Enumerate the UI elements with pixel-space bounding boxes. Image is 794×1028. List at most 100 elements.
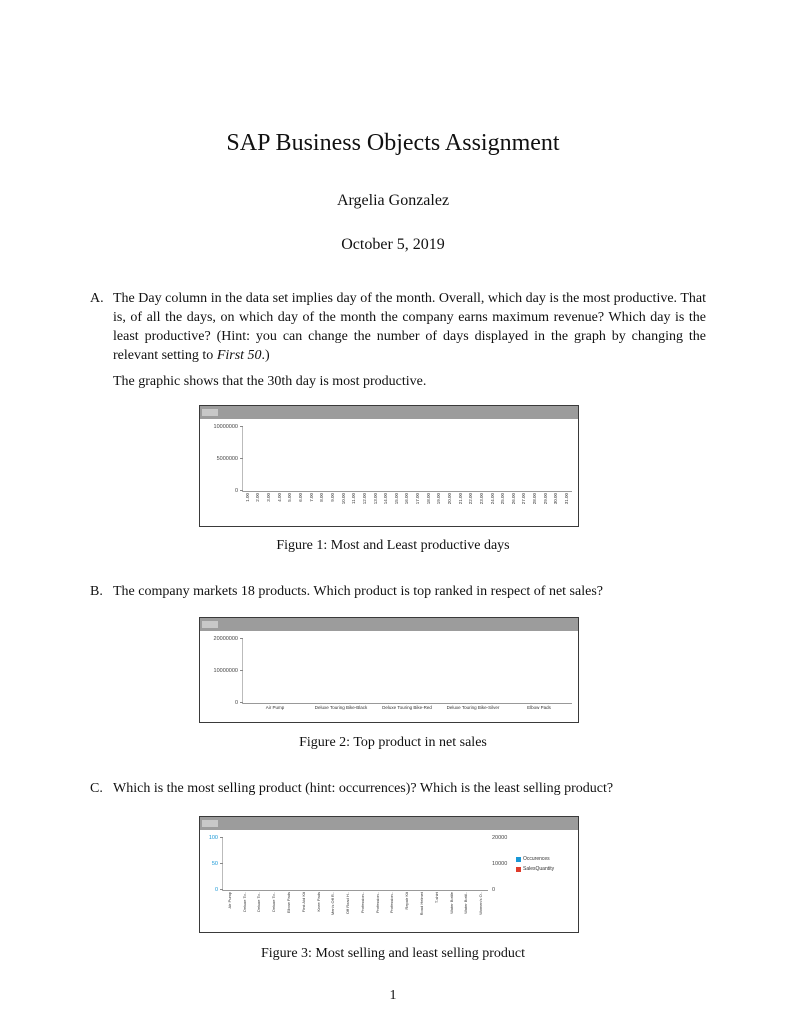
x-tick-text: 19.00 [436,493,442,505]
x-tick-label: 1.00 [242,493,253,526]
plot-area [220,837,488,891]
x-tick-text: 12.00 [361,493,367,505]
x-tick-label: 7.00 [306,493,317,526]
x-tick-text: Profession.. [359,892,365,914]
x-tick-text: 13.00 [372,493,378,505]
x-tick-label: 29.00 [540,493,551,526]
question-c-body: Which is the most selling product (hint:… [113,779,706,798]
x-axis: Air Pump Deluxe To.. Deluxe To.. Deluxe To.… [222,892,488,932]
x-tick-text: 4.00 [276,493,282,502]
x-tick-label: 12.00 [359,493,370,526]
x-axis: Air Pump Deluxe Touring Bike-Black Deluxe … [242,705,572,721]
axis-tick [240,490,243,491]
x-tick-text: Air Pump [226,892,232,909]
x-tick-label: Repair Kit [399,892,414,932]
x-tick-label: Road Helmet [414,892,429,932]
plot-area [240,426,572,492]
y-tick-label: 10000 [492,861,508,867]
x-tick-label: Profession.. [370,892,385,932]
x-tick-text: Deluxe To.. [271,892,277,912]
plot-area [240,638,572,704]
figure-2-caption: Figure 2: Top product in net sales [299,735,487,750]
x-tick-text: 14.00 [383,493,389,505]
legend-swatch [516,856,521,862]
x-tick-text: 21.00 [457,493,463,505]
x-tick-label: Elbow Pads [281,892,296,932]
x-tick-text: Water Bottle [448,892,454,914]
x-tick-label: 25.00 [497,493,508,526]
axis-tick [240,638,243,639]
x-tick-label: 26.00 [508,493,519,526]
axis-tick [240,426,243,427]
y-tick-label: 50 [211,861,218,867]
y-tick-label: 0 [492,887,496,893]
y-tick-label: 20000 [492,835,508,841]
legend-label: SalesQuantity [523,866,555,872]
chart-titlebar-decoration [202,621,218,628]
axis-tick [240,670,243,671]
x-tick-text: T-shirt [433,892,439,904]
x-tick-label: First Aid Kit [296,892,311,932]
x-tick-text: 30.00 [553,493,559,505]
x-tick-text: 9.00 [329,493,335,502]
y-tick-label: 5000000 [216,456,238,462]
x-tick-text: Elbow Pads [286,892,292,914]
x-tick-label: 28.00 [529,493,540,526]
x-tick-label: 11.00 [348,493,359,526]
question-a-text: The Day column in the data set implies d… [113,289,706,365]
bars-container [243,639,572,703]
x-tick-text: 28.00 [532,493,538,505]
document-author: Argelia Gonzalez [336,192,450,209]
x-tick-text: Water Bottl.. [463,892,469,914]
x-tick-text: 10.00 [340,493,346,505]
x-tick-text: Deluxe Touring Bike-Black [314,705,368,710]
x-tick-label: 16.00 [402,493,413,526]
x-tick-text: Women's O.. [478,892,484,915]
x-tick-label: Deluxe Touring Bike-Silver [440,705,506,721]
x-tick-label: 20.00 [444,493,455,526]
chart-titlebar-decoration [202,409,218,416]
x-tick-label: Off Road H.. [340,892,355,932]
question-b-body: The company markets 18 products. Which p… [113,582,706,601]
axis-tick [240,702,243,703]
x-tick-label: 8.00 [316,493,327,526]
question-a-label: A. [90,291,104,306]
x-tick-text: Deluxe Touring Bike-Red [382,705,432,710]
x-tick-label: 10.00 [338,493,349,526]
chart-body: 0 50 100 Air Pump Deluxe To.. Deluxe To.. Delu… [200,830,578,934]
axis-tick [220,889,223,890]
chart-titlebar [200,406,578,419]
x-tick-text: 1.00 [244,493,250,502]
x-tick-text: 8.00 [319,493,325,502]
question-b-text: The company markets 18 products. Which p… [113,584,603,599]
plot-column: Air Pump Deluxe Touring Bike-Black Deluxe … [240,638,572,721]
x-tick-label: 31.00 [561,493,572,526]
x-tick-text: 2.00 [255,493,261,502]
x-tick-text: Air Pump [265,705,285,710]
question-c-text: Which is the most selling product (hint:… [113,781,614,796]
y-axis-right: 0 10000 20000 [488,835,514,893]
x-tick-label: Deluxe To.. [237,892,252,932]
x-tick-text: 16.00 [404,493,410,505]
chart-titlebar [200,618,578,631]
x-tick-text: 20.00 [446,493,452,505]
bars-container [243,427,572,491]
x-tick-text: 29.00 [542,493,548,505]
legend-label: Occurences [523,856,550,862]
x-tick-text: 5.00 [287,493,293,502]
question-b-label: B. [90,584,103,599]
figure-1-caption: Figure 1: Most and Least productive days [276,538,510,553]
x-tick-text: Profession.. [389,892,395,914]
axis-tick [240,458,243,459]
plot-column: 1.00 2.00 3.00 4.00 5.00 6.00 7.00 8.00 9.00 10.0… [240,426,572,526]
question-c-label: C. [90,781,103,796]
x-tick-text: 11.00 [351,493,357,504]
chart-body: 0 10000000 20000000 Air Pump Deluxe Touring … [200,631,578,723]
chart-body: 0 5000000 10000000 1.00 2.00 3.00 4.00 5.00 6.00… [200,419,578,528]
x-tick-text: Deluxe To.. [256,892,262,912]
x-tick-label: Profession.. [355,892,370,932]
x-tick-label: Water Bottle [444,892,459,932]
x-tick-text: 18.00 [425,493,431,505]
x-tick-text: 31.00 [564,493,570,505]
x-tick-text: 24.00 [489,493,495,505]
